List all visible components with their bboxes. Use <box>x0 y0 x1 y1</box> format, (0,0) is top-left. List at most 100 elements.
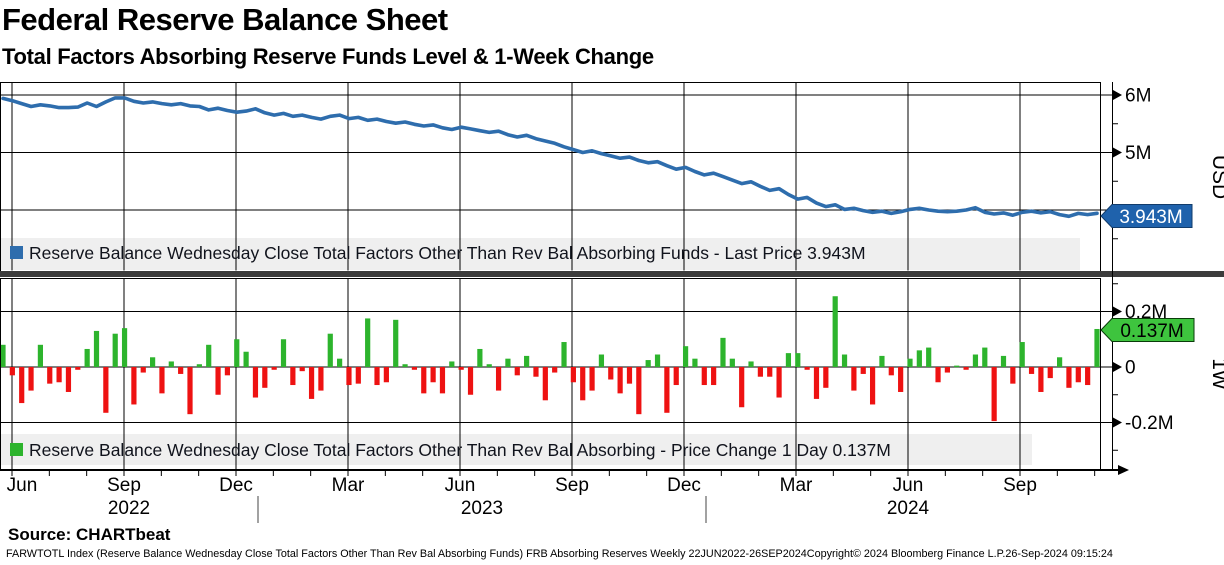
change-bar <box>888 367 894 376</box>
x-axis-arrow-icon <box>1118 465 1129 475</box>
x-year-label: 2022 <box>108 498 150 519</box>
change-bar <box>103 367 109 413</box>
change-bar <box>1000 355 1007 367</box>
change-bar <box>234 339 240 367</box>
change-bar <box>692 358 698 367</box>
change-bar <box>271 367 277 370</box>
x-month-label: Sep <box>555 475 589 496</box>
change-bar <box>308 367 315 399</box>
change-bar <box>337 358 343 367</box>
change-bar <box>1085 367 1091 386</box>
change-bar <box>1075 367 1081 383</box>
change-bar <box>898 367 904 392</box>
change-bar <box>926 347 932 367</box>
y-tick-arrow-icon <box>1113 90 1122 100</box>
y-tick-arrow-icon <box>1113 147 1122 158</box>
change-bar <box>383 367 389 383</box>
change-bar <box>19 367 25 404</box>
change-bar <box>701 367 707 386</box>
bottom-legend-marker <box>10 443 23 456</box>
change-bar <box>645 360 651 367</box>
page-title: Federal Reserve Balance Sheet <box>2 2 448 37</box>
top-legend-marker <box>10 246 23 259</box>
change-bar <box>252 367 259 398</box>
change-bar <box>991 367 997 422</box>
bottom-legend-label: Reserve Balance Wednesday Close Total Fa… <box>29 440 891 460</box>
change-bar <box>767 367 773 377</box>
change-bar <box>1056 357 1063 367</box>
change-bar <box>963 367 969 370</box>
change-bar <box>869 367 876 405</box>
change-bar <box>140 367 146 373</box>
change-bar <box>617 367 623 394</box>
change-bar <box>711 367 717 386</box>
change-bar <box>935 367 941 383</box>
change-bar <box>664 367 670 413</box>
change-bar <box>150 357 156 367</box>
change-bar <box>178 367 184 374</box>
change-bar <box>673 367 679 386</box>
x-month-label: Jun <box>445 475 476 496</box>
footer-index-info: FARWTOTL Index (Reserve Balance Wednesda… <box>6 548 807 560</box>
change-bar <box>346 367 352 386</box>
change-bar <box>402 364 408 367</box>
change-bar <box>785 353 792 367</box>
x-year-label: 2023 <box>461 498 503 519</box>
change-bar <box>626 367 633 384</box>
change-bar <box>439 367 446 394</box>
change-bar <box>879 355 885 367</box>
x-month-label: Mar <box>780 475 813 496</box>
change-bar <box>841 354 848 367</box>
change-bar <box>327 333 333 367</box>
change-bar <box>262 367 268 388</box>
change-bar <box>589 367 595 391</box>
change-bar <box>318 367 324 391</box>
change-bar <box>84 348 90 367</box>
price-line <box>1 96 1099 219</box>
change-bar <box>552 367 558 373</box>
change-bar <box>280 339 287 367</box>
change-bar <box>1038 367 1044 392</box>
footer-datetime: 26-Sep-2024 09:15:24 <box>1005 548 1113 560</box>
change-bar <box>430 367 436 383</box>
change-bar <box>28 367 34 391</box>
bottom-legend-band <box>0 434 1032 465</box>
last-change-value: 0.137M <box>1120 321 1183 342</box>
page-subtitle: Total Factors Absorbing Reserve Funds Le… <box>2 44 654 69</box>
change-bar <box>290 367 296 386</box>
change-bar <box>524 355 530 367</box>
change-bar <box>93 330 100 367</box>
change-bar <box>299 367 305 372</box>
change-bar <box>449 361 455 367</box>
change-bar <box>56 367 62 383</box>
footer: FARWTOTL Index (Reserve Balance Wednesda… <box>6 548 1113 560</box>
last-change-badge: 0.137M <box>1100 318 1195 342</box>
change-bar <box>196 364 202 367</box>
x-year-label: 2024 <box>887 498 930 519</box>
y-tick-label: 0 <box>1125 358 1136 379</box>
change-bar <box>1066 367 1072 388</box>
change-bar <box>486 364 492 367</box>
change-bar <box>748 361 754 367</box>
change-bar <box>533 367 539 377</box>
last-price-badge: 3.943M <box>1100 204 1193 228</box>
footer-copyright: Copyright© 2024 Bloomberg Finance L.P. <box>806 548 1006 560</box>
change-bar <box>682 346 689 367</box>
change-bar <box>37 344 44 367</box>
change-bar <box>224 367 231 376</box>
change-bar <box>851 367 857 391</box>
change-bar <box>580 367 586 401</box>
x-month-label: Jun <box>893 475 924 496</box>
change-bar <box>187 367 193 415</box>
data-layer[interactable] <box>0 96 1100 422</box>
source-label: Source: CHARTbeat <box>8 525 171 544</box>
change-bar <box>0 344 6 367</box>
change-bar <box>982 347 988 367</box>
change-bar <box>75 367 81 370</box>
change-bar <box>561 342 567 367</box>
change-bar <box>365 318 371 367</box>
x-month-label: Mar <box>332 475 365 496</box>
change-bar <box>860 367 866 374</box>
top-legend-label: Reserve Balance Wednesday Close Total Fa… <box>29 243 866 263</box>
change-bar <box>1028 367 1035 374</box>
